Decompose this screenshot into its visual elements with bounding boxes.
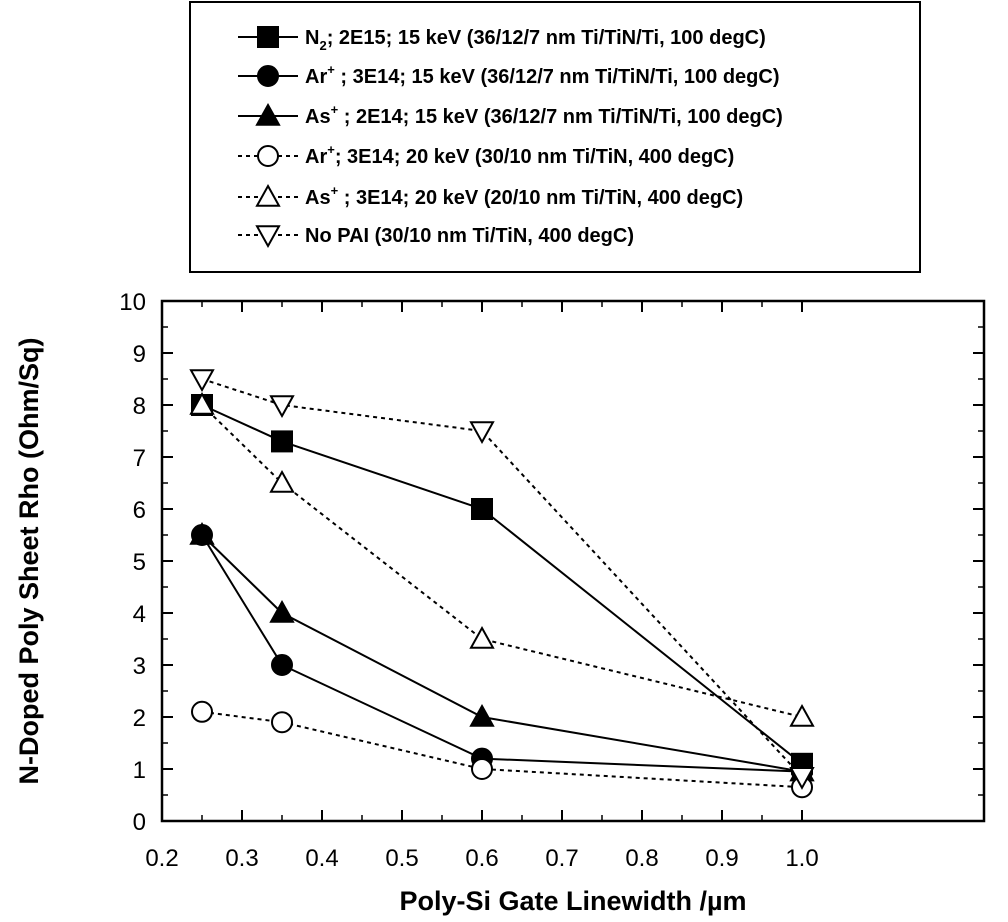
series-4-point xyxy=(191,700,213,723)
legend-label-1: N2; 2E15; 15 keV (36/12/7 nm Ti/TiN/Ti, … xyxy=(305,27,766,53)
legend-ion: N xyxy=(305,27,319,49)
x-tick-label: 0.6 xyxy=(465,845,498,872)
legend-label-2: Ar+ ; 3E14; 15 keV (36/12/7 nm Ti/TiN/Ti… xyxy=(305,62,779,88)
legend-ion: Ar xyxy=(305,66,327,88)
y-tick-label: 0 xyxy=(133,809,146,836)
legend-superscript: + xyxy=(331,102,339,117)
legend-description: 3E14; 20 keV (20/10 nm Ti/TiN, 400 degC) xyxy=(356,187,743,209)
legend-description: 2E14; 15 keV (36/12/7 nm Ti/TiN/Ti, 100 … xyxy=(356,106,783,128)
legend-ion: As xyxy=(305,106,331,128)
y-tick-label: 1 xyxy=(133,757,146,784)
legend-label-3: As+ ; 2E14; 15 keV (36/12/7 nm Ti/TiN/Ti… xyxy=(305,102,783,128)
legend-separator: ; xyxy=(338,106,356,128)
y-tick-label: 7 xyxy=(133,445,146,472)
legend-superscript: + xyxy=(331,183,339,198)
legend-label-5: As+ ; 3E14; 20 keV (20/10 nm Ti/TiN, 400… xyxy=(305,183,743,209)
series-6-point xyxy=(269,395,295,419)
y-tick-label: 2 xyxy=(133,705,146,732)
legend-ion: As xyxy=(305,187,331,209)
series-5-point xyxy=(269,469,295,493)
series-3-point xyxy=(269,599,295,623)
series-5-point xyxy=(189,391,215,415)
legend-superscript: + xyxy=(327,142,335,157)
legend-separator: ; xyxy=(338,187,356,209)
series-6-point xyxy=(789,767,815,790)
legend-description: 3E14; 15 keV (36/12/7 nm Ti/TiN/Ti, 100 … xyxy=(353,66,780,88)
y-tick-label: 5 xyxy=(133,549,146,576)
y-tick-label: 6 xyxy=(133,497,146,524)
plot-frame xyxy=(160,299,986,823)
series-5-point xyxy=(469,625,495,649)
series-1-point xyxy=(471,498,493,520)
legend-subscript: 2 xyxy=(319,38,326,53)
legend-marker-4 xyxy=(257,145,279,167)
series-6-point xyxy=(189,369,215,393)
legend-ion: No PAI (30/10 nm Ti/TiN, 400 degC) xyxy=(305,225,634,247)
x-tick-label: 0.8 xyxy=(625,845,658,872)
series-5-point xyxy=(789,703,815,727)
x-axis-title: Poly-Si Gate Linewidth /µm xyxy=(399,886,746,916)
legend-ion: Ar xyxy=(305,146,327,168)
series-line-4 xyxy=(201,710,803,789)
legend-marker-1 xyxy=(257,26,279,48)
y-tick-label: 9 xyxy=(133,341,146,368)
series-4-point xyxy=(271,711,293,734)
series-4-point xyxy=(471,758,493,780)
legend: N2; 2E15; 15 keV (36/12/7 nm Ti/TiN/Ti, … xyxy=(238,26,783,249)
x-tick-label: 0.5 xyxy=(385,845,418,872)
y-tick-label: 10 xyxy=(119,289,146,316)
legend-description: 2E15; 15 keV (36/12/7 nm Ti/TiN/Ti, 100 … xyxy=(339,27,766,49)
series-2-point xyxy=(271,654,293,676)
legend-description: 3E14; 20 keV (30/10 nm Ti/TiN, 400 degC) xyxy=(347,146,734,168)
series-line-1 xyxy=(201,404,803,765)
y-tick-label: 3 xyxy=(133,653,146,680)
series-markers xyxy=(189,369,815,799)
legend-label-4: Ar+; 3E14; 20 keV (30/10 nm Ti/TiN, 400 … xyxy=(305,142,734,168)
series-line-6 xyxy=(201,378,803,778)
x-tick-label: 0.2 xyxy=(145,845,178,872)
y-tick-label: 4 xyxy=(133,601,146,628)
legend-separator: ; xyxy=(335,146,347,168)
x-tick-label: 0.4 xyxy=(305,845,338,872)
y-tick-label: 8 xyxy=(133,393,146,420)
series-lines xyxy=(201,378,803,789)
legend-superscript: + xyxy=(327,62,335,77)
series-1-point xyxy=(271,430,293,453)
series-3-point xyxy=(469,703,495,727)
axes: 0.2 0.3 0.4 0.5 0.6 0.7 0.8 0.9 1.0 0 1 2 3 4 5 6 7 8 9 10 xyxy=(119,289,984,872)
series-line-5 xyxy=(201,404,803,718)
legend-marker-2 xyxy=(257,65,279,87)
legend-separator: ; xyxy=(327,27,339,49)
y-axis-title: N-Doped Poly Sheet Rho (Ohm/Sq) xyxy=(14,337,44,784)
x-tick-label: 0.9 xyxy=(705,845,738,872)
series-line-2 xyxy=(201,534,803,773)
x-tick-label: 0.3 xyxy=(225,845,258,872)
legend-marker-3 xyxy=(255,102,281,126)
x-tick-label: 0.7 xyxy=(545,845,578,872)
legend-marker-5 xyxy=(255,183,281,207)
legend-box xyxy=(189,1,921,273)
series-3-point xyxy=(189,521,215,545)
legend-label-6: No PAI (30/10 nm Ti/TiN, 400 degC) xyxy=(305,225,634,247)
series-6-point xyxy=(469,421,495,445)
legend-separator: ; xyxy=(335,66,353,88)
legend-marker-6 xyxy=(255,225,281,249)
x-tick-label: 1.0 xyxy=(785,845,818,872)
series-line-3 xyxy=(201,534,803,773)
